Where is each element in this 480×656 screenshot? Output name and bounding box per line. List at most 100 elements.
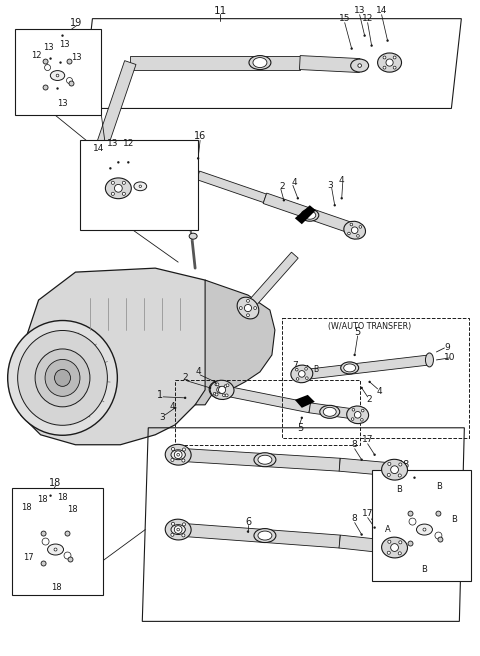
Circle shape <box>111 192 114 195</box>
Text: 4: 4 <box>169 402 175 411</box>
Ellipse shape <box>165 519 191 540</box>
Circle shape <box>109 167 111 169</box>
Text: 6: 6 <box>245 516 251 527</box>
Bar <box>12 487 103 596</box>
Text: B: B <box>452 515 457 524</box>
Ellipse shape <box>106 178 132 199</box>
Text: 18: 18 <box>21 503 32 512</box>
Circle shape <box>171 533 174 537</box>
Text: 13: 13 <box>43 43 54 52</box>
Polygon shape <box>95 60 136 152</box>
Circle shape <box>423 528 426 531</box>
Circle shape <box>299 371 305 377</box>
Circle shape <box>184 397 186 399</box>
Text: 13: 13 <box>71 53 82 62</box>
Circle shape <box>393 56 396 59</box>
Ellipse shape <box>378 53 402 72</box>
Circle shape <box>171 447 175 451</box>
Text: 14: 14 <box>93 144 104 153</box>
Polygon shape <box>295 395 315 408</box>
Circle shape <box>56 74 59 77</box>
Bar <box>282 318 469 438</box>
Circle shape <box>386 59 393 66</box>
Circle shape <box>226 384 229 386</box>
Ellipse shape <box>50 71 65 81</box>
Text: 17: 17 <box>362 509 373 518</box>
Circle shape <box>369 380 371 383</box>
Circle shape <box>117 161 120 163</box>
Text: 5: 5 <box>355 327 361 337</box>
Circle shape <box>216 383 219 386</box>
Bar <box>372 470 471 581</box>
Circle shape <box>358 64 361 68</box>
Circle shape <box>114 184 122 192</box>
Circle shape <box>350 223 353 226</box>
Circle shape <box>360 533 363 536</box>
Circle shape <box>67 59 72 64</box>
Circle shape <box>386 39 389 42</box>
Circle shape <box>296 378 299 380</box>
Circle shape <box>224 385 227 388</box>
Circle shape <box>54 548 57 551</box>
Circle shape <box>111 181 114 184</box>
Polygon shape <box>219 385 311 413</box>
Circle shape <box>209 386 211 389</box>
Ellipse shape <box>425 353 433 367</box>
Polygon shape <box>178 448 340 471</box>
Circle shape <box>41 531 46 536</box>
Text: 2: 2 <box>279 182 285 191</box>
Circle shape <box>49 495 52 497</box>
Circle shape <box>387 551 390 554</box>
Circle shape <box>361 409 364 412</box>
Circle shape <box>348 232 350 235</box>
Text: 18: 18 <box>67 505 78 514</box>
Text: 12: 12 <box>362 14 373 23</box>
Circle shape <box>371 45 373 47</box>
Ellipse shape <box>210 380 234 400</box>
Circle shape <box>68 557 73 562</box>
Circle shape <box>214 380 216 383</box>
Text: 10: 10 <box>444 354 455 362</box>
Ellipse shape <box>258 455 272 464</box>
Circle shape <box>254 306 257 310</box>
Ellipse shape <box>8 321 117 436</box>
Circle shape <box>359 226 362 228</box>
Text: 18: 18 <box>37 495 48 504</box>
Circle shape <box>391 466 398 474</box>
Polygon shape <box>339 459 395 476</box>
Circle shape <box>56 87 59 90</box>
Circle shape <box>398 552 401 555</box>
Text: 18: 18 <box>57 493 68 502</box>
Polygon shape <box>195 280 275 405</box>
Circle shape <box>174 407 176 409</box>
Circle shape <box>305 367 307 370</box>
Text: B: B <box>396 485 402 494</box>
Text: B: B <box>313 365 318 375</box>
Text: 18: 18 <box>51 583 62 592</box>
Ellipse shape <box>301 209 319 221</box>
Circle shape <box>387 474 390 476</box>
Circle shape <box>182 523 185 526</box>
Text: 13: 13 <box>107 139 118 148</box>
Text: 13: 13 <box>59 40 70 49</box>
Ellipse shape <box>254 453 276 466</box>
Circle shape <box>283 199 285 201</box>
Circle shape <box>171 522 175 525</box>
Ellipse shape <box>254 529 276 543</box>
Circle shape <box>297 197 299 199</box>
Circle shape <box>174 525 182 533</box>
Ellipse shape <box>258 531 272 540</box>
Circle shape <box>43 85 48 90</box>
Polygon shape <box>263 193 360 236</box>
Ellipse shape <box>344 364 356 372</box>
Circle shape <box>177 528 180 531</box>
Ellipse shape <box>171 525 185 535</box>
Circle shape <box>171 459 174 461</box>
Ellipse shape <box>351 59 369 72</box>
Circle shape <box>360 419 363 421</box>
Circle shape <box>41 561 46 566</box>
Circle shape <box>174 451 182 459</box>
Circle shape <box>373 526 376 529</box>
Circle shape <box>247 314 250 317</box>
Circle shape <box>215 383 217 386</box>
